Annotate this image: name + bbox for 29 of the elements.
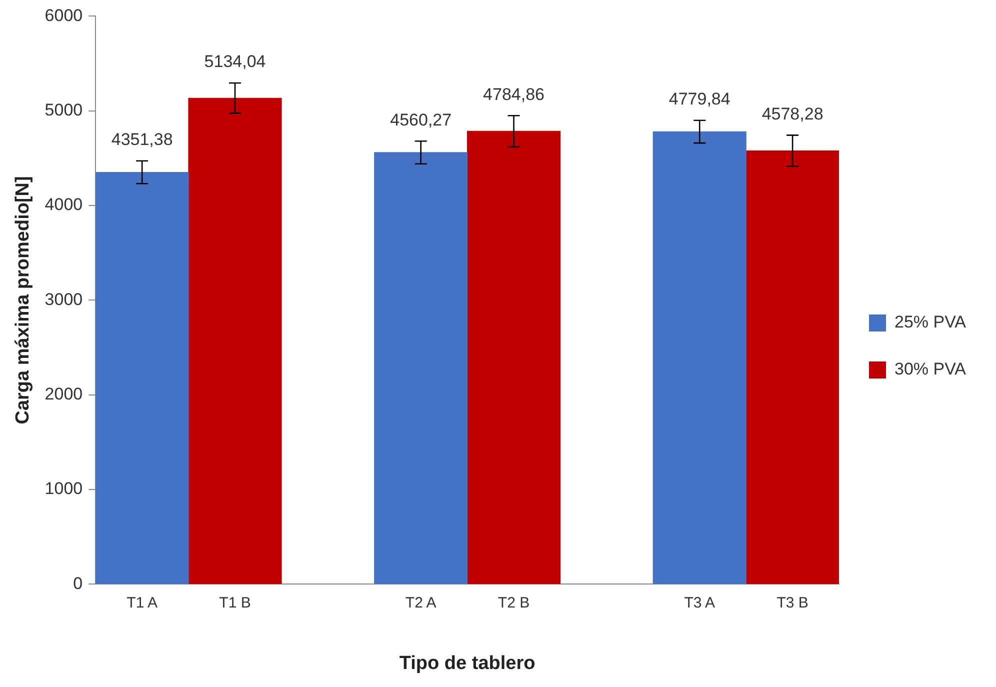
data-label: 4578,28 bbox=[762, 104, 824, 124]
bar bbox=[188, 98, 282, 584]
data-label: 4779,84 bbox=[668, 90, 730, 109]
data-label: 4351,38 bbox=[111, 130, 173, 150]
data-label: 5134,04 bbox=[204, 52, 266, 72]
y-tick-label: 5000 bbox=[44, 100, 83, 120]
y-tick-label: 1000 bbox=[44, 479, 83, 498]
x-tick-label: T1 B bbox=[219, 594, 251, 612]
y-tick-label: 2000 bbox=[44, 384, 83, 404]
y-tick-label: 0 bbox=[73, 574, 83, 593]
x-tick-label: T3 B bbox=[776, 594, 808, 612]
data-label: 4560,27 bbox=[390, 110, 452, 130]
y-axis-title: Carga máxima promedio[N] bbox=[12, 176, 34, 424]
bar bbox=[466, 130, 561, 584]
x-tick-label: T3 A bbox=[684, 594, 716, 612]
x-tick-label: T1 A bbox=[126, 594, 158, 612]
y-tick-label: 4000 bbox=[44, 195, 83, 214]
y-tick-label: 3000 bbox=[44, 290, 83, 309]
legend-label: 30% PVA bbox=[894, 360, 967, 379]
y-tick-label: 6000 bbox=[44, 6, 83, 25]
x-axis-title: Tipo de tablero bbox=[399, 652, 536, 674]
bar bbox=[746, 150, 839, 584]
bar bbox=[374, 152, 468, 584]
legend-label: 25% PVA bbox=[894, 312, 967, 332]
bar bbox=[96, 172, 189, 584]
x-tick-label: T2 A bbox=[405, 594, 436, 612]
x-tick-label: T2 B bbox=[498, 594, 530, 612]
data-label: 4784,86 bbox=[483, 84, 544, 104]
bar bbox=[652, 131, 746, 584]
